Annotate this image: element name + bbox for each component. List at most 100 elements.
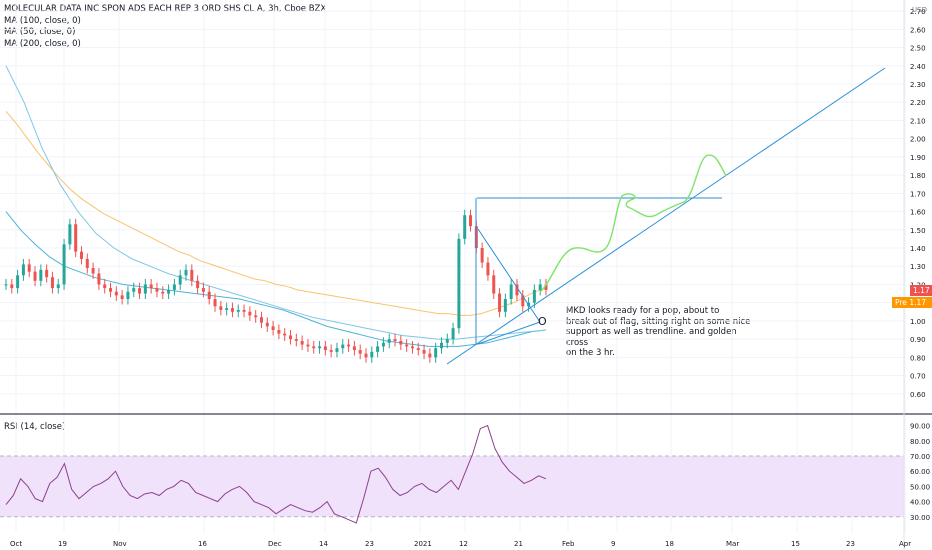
candle-body	[149, 284, 153, 289]
candle-body	[21, 264, 25, 276]
candle-body	[294, 339, 298, 341]
chart-annotation[interactable]: MKD looks ready for a pop, about to brea…	[566, 306, 756, 359]
candle-body	[155, 288, 159, 292]
chart-legend: MOLECULAR DATA INC SPON ADS EACH REP 3 O…	[4, 4, 326, 50]
candle-body	[410, 346, 414, 349]
time-tick-label: 15	[791, 540, 800, 548]
candle-body	[318, 346, 322, 349]
legend-ma200[interactable]: MA (200, close, 0)	[4, 38, 81, 49]
price-tick-label: 2.20	[910, 99, 926, 107]
candle-body	[387, 339, 391, 343]
candle-body	[405, 344, 409, 347]
price-tick-label: 1.90	[910, 154, 926, 162]
candle-body	[114, 291, 118, 296]
candle-body	[167, 289, 171, 294]
time-tick-label: Nov	[113, 540, 127, 548]
ma-line-2[interactable]	[5, 65, 547, 340]
candle-body	[439, 342, 443, 349]
time-tick-label: 9	[611, 540, 615, 548]
candle-body	[97, 273, 101, 285]
candle-body	[10, 284, 14, 289]
candle-body	[521, 295, 525, 307]
candle-body	[544, 284, 548, 290]
candle-body	[486, 262, 490, 276]
rsi-tick-label: 50.00	[910, 483, 930, 491]
candle-body	[254, 315, 258, 318]
candle-body	[283, 333, 287, 336]
candle-body	[265, 322, 269, 327]
last-price-value: 1.17	[913, 286, 930, 295]
candle-body	[335, 348, 339, 352]
candle-body	[515, 284, 519, 296]
candle-body	[422, 350, 426, 354]
trendline[interactable]	[446, 67, 886, 365]
flag-triangle-upper[interactable]	[477, 228, 541, 323]
candle-body	[416, 348, 420, 351]
time-tick-label: 16	[198, 540, 207, 548]
candle-body	[172, 284, 176, 290]
candle-body	[225, 308, 229, 310]
time-tick-label: 23	[365, 540, 374, 548]
ma-line-0[interactable]	[5, 110, 547, 316]
price-tick-label: 2.60	[910, 26, 926, 34]
legend-ma100[interactable]: MA (100, close, 0)	[4, 15, 81, 26]
rsi-tick-label: 40.00	[910, 499, 930, 507]
price-tick-label: 2.00	[910, 136, 926, 144]
candle-body	[50, 277, 54, 289]
rsi-band	[0, 456, 904, 517]
candle-body	[120, 295, 124, 300]
time-tick-label: Mar	[726, 540, 739, 548]
projection-path[interactable]	[539, 154, 727, 293]
candle-body	[109, 288, 113, 292]
candle-body	[190, 269, 194, 281]
rsi-tick-label: 30.00	[910, 514, 930, 522]
candle-body	[27, 264, 31, 272]
candle-body	[138, 288, 142, 294]
candle-body	[248, 311, 252, 316]
price-tick-label: 1.30	[910, 263, 926, 271]
candle-body	[532, 289, 536, 303]
candle-body	[219, 306, 223, 310]
candle-body	[376, 346, 380, 352]
candle-body	[498, 293, 502, 312]
candle-body	[74, 224, 78, 252]
price-tick-label: 2.30	[910, 81, 926, 89]
flag-triangle-lower[interactable]	[477, 321, 541, 345]
time-tick-label: 23	[846, 540, 855, 548]
price-tick-label: 2.10	[910, 117, 926, 125]
candle-body	[68, 224, 72, 245]
time-tick-label: Dec	[268, 540, 282, 548]
candle-body	[201, 288, 205, 292]
candle-body	[196, 280, 200, 289]
candle-body	[62, 244, 66, 285]
candle-body	[358, 350, 362, 354]
time-tick-label: 18	[665, 540, 674, 548]
candle-body	[428, 353, 432, 358]
annotation-marker[interactable]: O	[538, 315, 547, 328]
candle-body	[352, 346, 356, 351]
candle-body	[79, 251, 83, 259]
candle-body	[103, 284, 107, 289]
price-tick-label: 1.00	[910, 318, 926, 326]
candle-body	[213, 299, 217, 307]
candle-body	[457, 238, 461, 329]
candle-body	[289, 335, 293, 340]
candle-body	[341, 344, 345, 349]
ma-line-1[interactable]	[5, 211, 547, 347]
legend-ma50[interactable]: MA (50, close, 0)	[4, 27, 76, 37]
rsi-legend[interactable]: RSI (14, close)	[4, 422, 66, 432]
candle-body	[161, 291, 165, 294]
price-tick-label: 0.70	[910, 373, 926, 381]
candle-body	[4, 284, 8, 286]
time-tick-label: 19	[58, 540, 67, 548]
candle-body	[178, 275, 182, 285]
chart-title: MOLECULAR DATA INC SPON ADS EACH REP 3 O…	[4, 4, 327, 14]
price-tick-label: 2.40	[910, 63, 926, 71]
candle-body	[364, 353, 368, 358]
time-tick-label: 2021	[414, 540, 432, 548]
price-tick-label: 0.90	[910, 336, 926, 344]
annotation-line-2: break out of flag, sitting right on some…	[566, 316, 751, 327]
time-tick-label: Feb	[562, 540, 575, 548]
rsi-line[interactable]	[5, 424, 547, 524]
